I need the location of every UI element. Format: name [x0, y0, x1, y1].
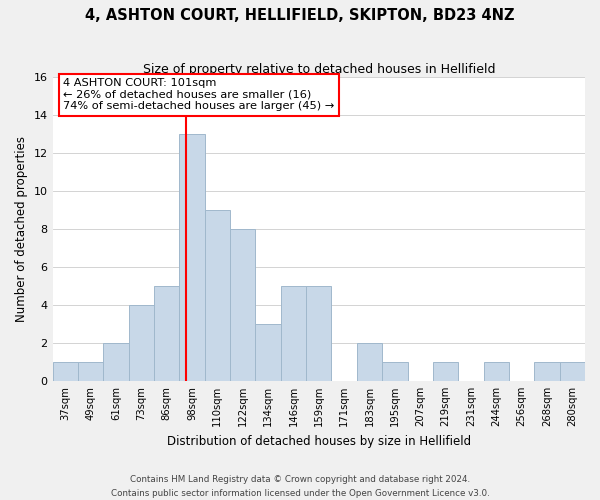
Title: Size of property relative to detached houses in Hellifield: Size of property relative to detached ho…: [143, 62, 495, 76]
Text: 4 ASHTON COURT: 101sqm
← 26% of detached houses are smaller (16)
74% of semi-det: 4 ASHTON COURT: 101sqm ← 26% of detached…: [63, 78, 334, 112]
Bar: [230, 229, 256, 381]
Text: Contains HM Land Registry data © Crown copyright and database right 2024.
Contai: Contains HM Land Registry data © Crown c…: [110, 476, 490, 498]
Bar: [53, 362, 78, 381]
Bar: [433, 362, 458, 381]
Bar: [281, 286, 306, 381]
Bar: [78, 362, 103, 381]
Bar: [128, 305, 154, 381]
Bar: [154, 286, 179, 381]
Bar: [534, 362, 560, 381]
Bar: [484, 362, 509, 381]
Bar: [357, 343, 382, 381]
X-axis label: Distribution of detached houses by size in Hellifield: Distribution of detached houses by size …: [167, 434, 471, 448]
Bar: [382, 362, 407, 381]
Bar: [306, 286, 331, 381]
Bar: [205, 210, 230, 381]
Y-axis label: Number of detached properties: Number of detached properties: [15, 136, 28, 322]
Bar: [103, 343, 128, 381]
Bar: [179, 134, 205, 381]
Bar: [560, 362, 585, 381]
Text: 4, ASHTON COURT, HELLIFIELD, SKIPTON, BD23 4NZ: 4, ASHTON COURT, HELLIFIELD, SKIPTON, BD…: [85, 8, 515, 22]
Bar: [256, 324, 281, 381]
